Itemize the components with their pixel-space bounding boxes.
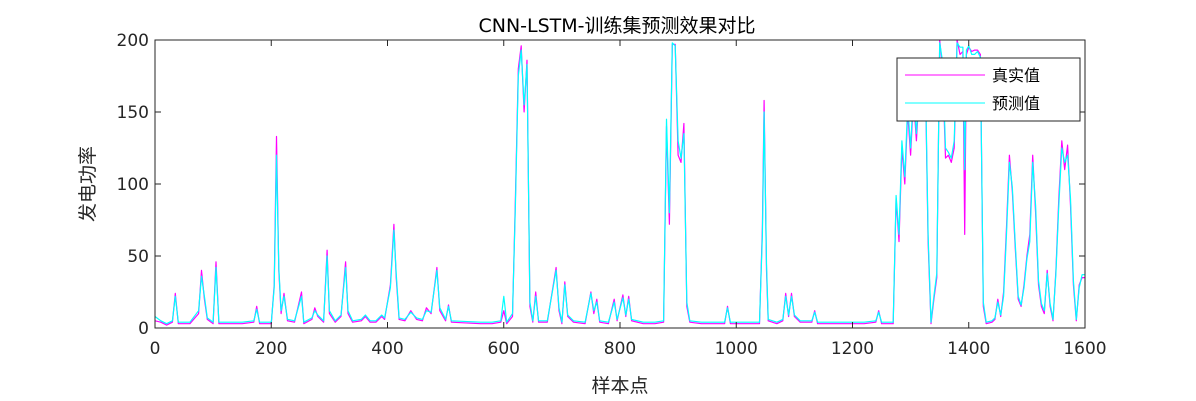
x-tick-label: 1000 (715, 339, 758, 359)
y-tick-label: 50 (127, 247, 149, 267)
ticks-layer: 0 200 400 600 800 1000 1200 1400 1600 0 50 100 150 20… (117, 31, 1107, 359)
x-tick-label: 1400 (947, 339, 990, 359)
legend-label-real: 真实值 (992, 66, 1040, 85)
x-tick-label: 400 (371, 339, 403, 359)
x-tick-label: 600 (488, 339, 520, 359)
series-layer (155, 40, 1085, 326)
legend-box (896, 57, 1081, 122)
y-tick-label: 150 (117, 103, 149, 123)
y-axis-label: 发电功率 (77, 146, 99, 222)
legend-label-predicted: 预测值 (992, 94, 1040, 113)
x-tick-label: 1200 (831, 339, 874, 359)
x-axis-label: 样本点 (591, 375, 648, 397)
x-tick-label: 1600 (1063, 339, 1106, 359)
y-tick-label: 200 (117, 31, 149, 51)
series-line-1 (155, 42, 1085, 325)
y-tick-label: 100 (117, 175, 149, 195)
y-tick-label: 0 (138, 319, 149, 339)
legend: 真实值 预测值 (896, 57, 1081, 122)
chart-title: CNN-LSTM-训练集预测效果对比 (478, 15, 755, 37)
x-tick-label: 800 (604, 339, 636, 359)
x-tick-label: 200 (255, 339, 287, 359)
x-tick-label: 0 (150, 339, 161, 359)
